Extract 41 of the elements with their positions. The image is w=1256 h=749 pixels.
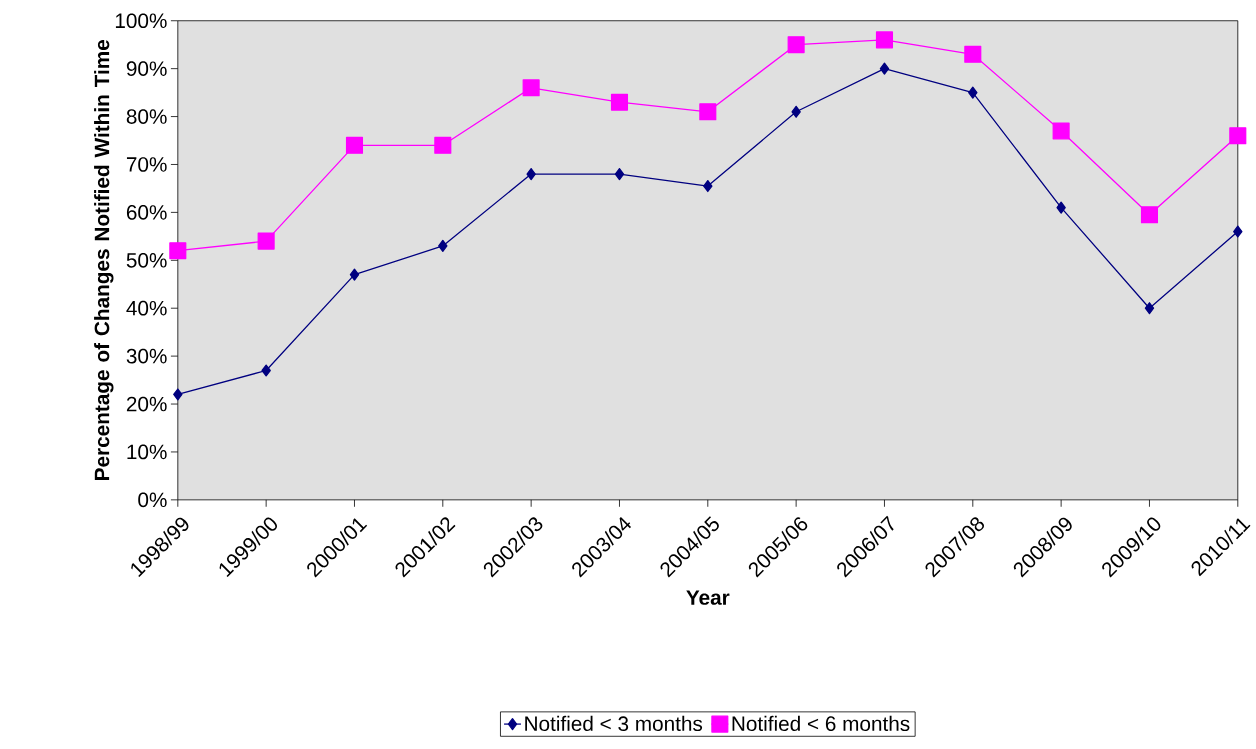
point [1056,201,1066,214]
point [968,86,978,99]
point [434,136,452,154]
y-tick-label: 40% [126,300,167,316]
point [787,36,805,54]
point [345,136,364,154]
point [261,364,271,377]
point [1233,225,1243,238]
point [879,62,890,75]
point [522,79,540,97]
point [173,388,183,401]
y-tick-label: 30% [126,348,167,364]
y-tick-label: 70% [126,157,167,172]
y-tick-label: 0% [138,492,167,508]
y-tick-label: 100% [115,13,167,29]
point [614,168,625,181]
y-tick-label: 90% [126,61,167,77]
y-tick-label: 50% [126,253,167,268]
point [699,103,717,121]
point [526,168,536,181]
point [1052,122,1070,140]
y-tick-label: 20% [126,396,167,412]
legend-label: Notified < 6 months [732,715,910,732]
point [257,232,275,250]
point [964,45,982,63]
y-tick-label: 10% [127,444,167,460]
legend-label: Notified < 3 months [525,715,703,732]
point [1140,206,1159,224]
point [169,242,187,260]
point [1229,127,1247,145]
x-axis-title: Year [686,590,730,605]
point [1144,302,1155,315]
y-tick-label: 60% [126,205,167,220]
point [875,31,894,49]
point [349,268,360,281]
point [703,180,713,193]
point [610,93,629,111]
point [791,105,801,118]
point [438,239,448,253]
y-tick-label: 80% [126,109,167,124]
y-axis-title: Percentage of Changes Notified Within Time [94,40,114,481]
